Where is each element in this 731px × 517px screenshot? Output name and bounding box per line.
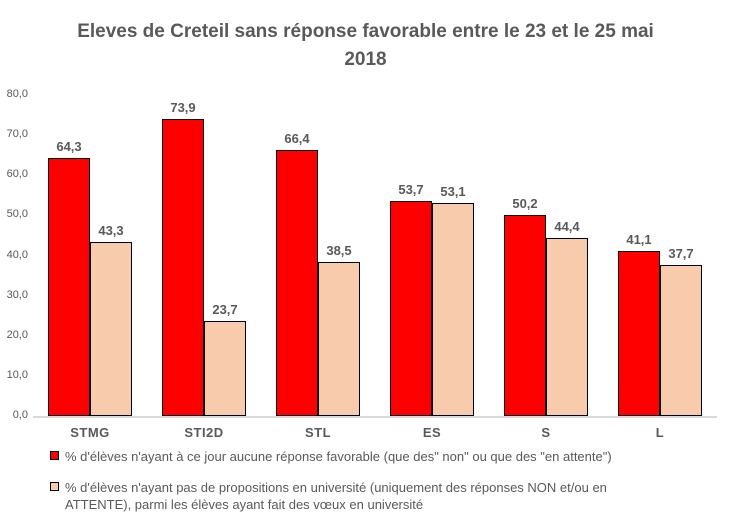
x-axis-category-l: L [655, 425, 665, 440]
x-axis-category-stl: STL [304, 425, 332, 440]
chart-legend: % d'élèves n'ayant à ce jour aucune répo… [50, 448, 690, 517]
y-axis-tick-label: 60,0 [6, 168, 28, 181]
value-label-s-peach: 44,4 [554, 219, 580, 234]
value-label-s-red: 50,2 [512, 196, 538, 211]
y-axis-tick-label: 30,0 [6, 288, 28, 301]
x-axis-category-es: ES [422, 425, 442, 440]
plot-area: 64,3 43,3 STMG 73,9 23,7 STI2D 66,4 38,5 STL 53,7… [33, 95, 717, 440]
bar-stmg-red [48, 158, 90, 416]
bar-sti2d-red [162, 119, 204, 416]
value-label-stmg-red: 64,3 [56, 139, 82, 154]
y-axis-tick-label: 70,0 [6, 128, 28, 141]
chart-title-line-2: 2018 [344, 49, 387, 70]
value-label-sti2d-peach: 23,7 [212, 302, 238, 317]
legend-item-no-university-proposal: % d'élèves n'ayant pas de propositions e… [50, 479, 690, 513]
legend-label-no-university-proposal: % d'élèves n'ayant pas de propositions e… [65, 480, 607, 512]
value-label-sti2d-red: 73,9 [170, 100, 196, 115]
value-label-stmg-peach: 43,3 [98, 223, 124, 238]
y-axis-tick-label: 20,0 [6, 328, 28, 341]
value-label-l-peach: 37,7 [668, 246, 694, 261]
chart-title: Eleves de Creteil sans réponse favorable… [0, 18, 731, 74]
y-axis-tick-label: 80,0 [6, 88, 28, 100]
y-axis-tick-label: 50,0 [6, 208, 28, 221]
value-label-es-peach: 53,1 [440, 184, 466, 199]
y-axis-tick-label: 0,0 [12, 409, 28, 421]
legend-item-no-favorable-response: % d'élèves n'ayant à ce jour aucune répo… [50, 448, 690, 465]
value-label-es-red: 53,7 [398, 182, 424, 197]
bar-es-peach [432, 203, 474, 416]
bar-l-red [618, 251, 660, 416]
bar-stl-red [276, 150, 318, 416]
legend-swatch-red [50, 451, 59, 460]
x-axis-category-stmg: STMG [70, 425, 110, 440]
y-axis-tick-label: 10,0 [6, 368, 28, 381]
bar-s-peach [546, 238, 588, 416]
value-label-stl-red: 66,4 [284, 131, 310, 146]
bar-sti2d-peach [204, 321, 246, 416]
value-label-stl-peach: 38,5 [326, 243, 352, 258]
bar-es-red [390, 201, 432, 416]
chart-title-line-1: Eleves de Creteil sans réponse favorable… [77, 21, 654, 42]
legend-swatch-peach [50, 482, 59, 491]
x-axis-category-s: S [541, 425, 551, 440]
bar-s-red [504, 215, 546, 416]
value-label-l-red: 41,1 [626, 232, 652, 247]
bar-l-peach [660, 265, 702, 416]
x-axis-category-sti2d: STI2D [184, 425, 224, 440]
bar-stl-peach [318, 262, 360, 416]
legend-label-no-favorable-response: % d'élèves n'ayant à ce jour aucune répo… [65, 449, 612, 464]
y-axis-tick-label: 40,0 [6, 248, 28, 261]
bar-stmg-peach [90, 242, 132, 416]
